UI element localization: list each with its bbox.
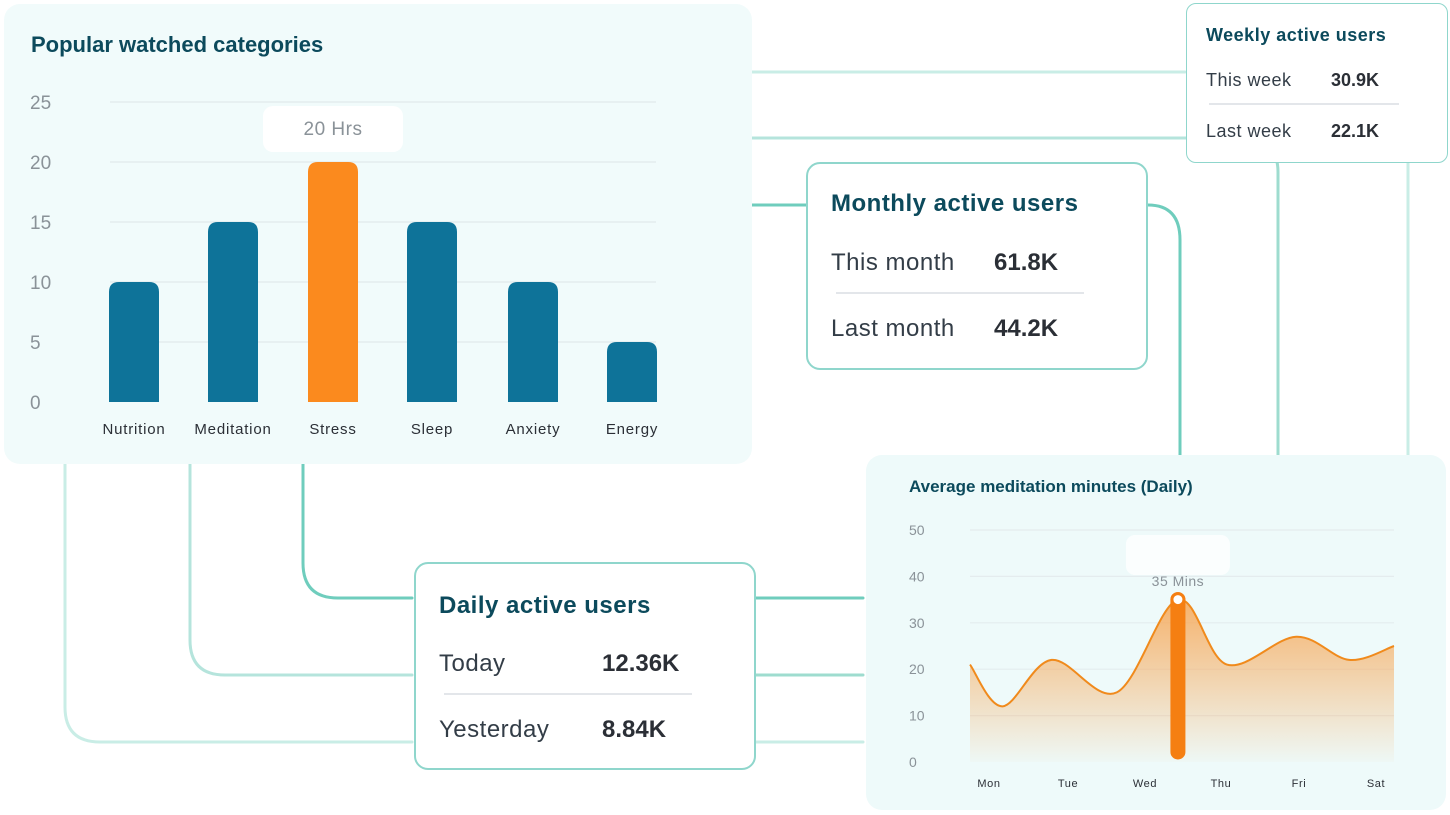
bar-energy: [607, 342, 657, 402]
bar-y-tick: 25: [30, 93, 51, 114]
bar-anxiety: [508, 282, 558, 402]
line-chart-title: Average meditation minutes (Daily): [909, 477, 1193, 496]
line-y-tick: 50: [909, 522, 925, 538]
monthly-row-last-month: Last month 44.2K: [831, 315, 1058, 343]
line-chart: 0 10 20 30 40 50 35 Mins Mon Tue Wed Thu Fri Sat: [909, 522, 1395, 790]
line-y-tick: 30: [909, 615, 925, 631]
bar-x-tick: Meditation: [194, 421, 271, 438]
line-chart-panel: Average meditation minutes (Daily) 0 10 20…: [866, 455, 1446, 810]
weekly-divider: [1209, 103, 1399, 105]
line-x-tick: Sat: [1367, 778, 1385, 790]
line-y-tick: 10: [909, 708, 925, 724]
row-value: 12.36K: [602, 650, 680, 677]
bar-x-tick: Nutrition: [102, 421, 165, 438]
daily-card-title: Daily active users: [439, 592, 651, 619]
weekly-row-this-week: This week 30.9K: [1206, 70, 1379, 91]
bar-meditation: [208, 222, 258, 402]
bar-y-tick: 10: [30, 273, 51, 294]
monthly-active-users-card: Monthly active users This month 61.8K La…: [806, 162, 1148, 370]
bar-y-tick: 0: [30, 393, 41, 414]
monthly-card-title: Monthly active users: [831, 190, 1079, 217]
row-value: 22.1K: [1331, 121, 1380, 141]
row-label: Last month: [831, 315, 955, 342]
daily-divider: [444, 693, 692, 695]
row-value: 30.9K: [1331, 70, 1380, 90]
line-y-tick: 20: [909, 661, 925, 677]
bar-y-tick: 15: [30, 213, 51, 234]
row-value: 61.8K: [994, 249, 1059, 276]
line-y-tick: 40: [909, 568, 925, 584]
bar-x-tick: Stress: [309, 421, 356, 438]
bar-x-tick: Anxiety: [506, 421, 561, 438]
weekly-row-last-week: Last week 22.1K: [1206, 121, 1379, 142]
bar-chart: 0 5 10 15 20 25 Nutrition Meditation Stress Sleep…: [30, 93, 658, 438]
line-x-tick: Mon: [977, 778, 1000, 790]
monthly-row-this-month: This month 61.8K: [831, 249, 1058, 277]
weekly-active-users-card: Weekly active users This week 30.9K Last…: [1186, 3, 1448, 163]
bar-chart-title: Popular watched categories: [31, 32, 324, 57]
bar-y-tick: 5: [30, 333, 41, 354]
row-label: Today: [439, 650, 506, 677]
row-label: This month: [831, 249, 955, 276]
bar-tooltip-label: 20 Hrs: [304, 119, 363, 140]
bar-y-tick: 20: [30, 153, 51, 174]
row-label: Yesterday: [439, 716, 550, 743]
line-x-tick: Tue: [1058, 778, 1078, 790]
daily-row-yesterday: Yesterday 8.84K: [439, 716, 666, 744]
weekly-card-title: Weekly active users: [1206, 25, 1387, 45]
bar-stress: [308, 162, 358, 402]
daily-active-users-card: Daily active users Today 12.36K Yesterda…: [414, 562, 756, 770]
line-y-tick: 0: [909, 754, 917, 770]
line-tooltip-label: 35 Mins: [1152, 573, 1205, 589]
bar-x-tick: Energy: [606, 421, 658, 438]
line-x-tick: Wed: [1133, 778, 1157, 790]
monthly-divider: [836, 292, 1084, 294]
row-value: 8.84K: [602, 716, 667, 743]
bar-chart-panel: Popular watched categories 0 5 10 15 20 25 Nut…: [4, 4, 752, 464]
row-label: This week: [1206, 70, 1292, 90]
line-tooltip-box: [1125, 535, 1230, 575]
daily-row-today: Today 12.36K: [439, 650, 679, 678]
line-x-tick: Fri: [1292, 778, 1307, 790]
bar-nutrition: [109, 282, 159, 402]
line-x-tick: Thu: [1211, 778, 1232, 790]
bar-sleep: [407, 222, 457, 402]
bar-x-tick: Sleep: [411, 421, 453, 438]
row-label: Last week: [1206, 121, 1292, 141]
bar-tooltip-box: [263, 106, 403, 152]
line-highlight-point: [1170, 592, 1186, 608]
row-value: 44.2K: [994, 315, 1059, 342]
